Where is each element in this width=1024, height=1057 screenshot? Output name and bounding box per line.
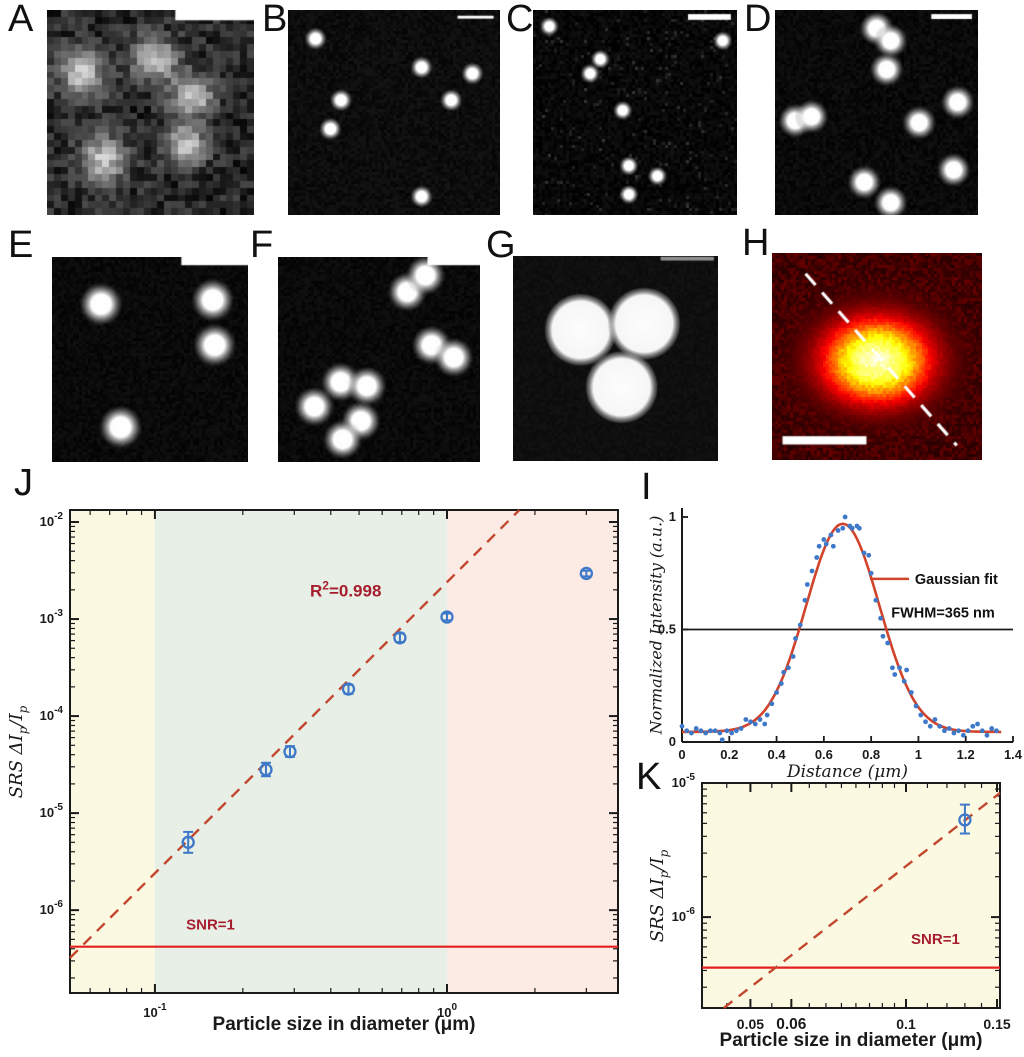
svg-text:1: 1 bbox=[915, 747, 922, 762]
svg-text:0.8: 0.8 bbox=[862, 747, 880, 762]
panel-k-ylabel: SRS ΔIp/Ip bbox=[647, 849, 671, 943]
svg-text:FWHM=365 nm: FWHM=365 nm bbox=[891, 606, 995, 622]
svg-text:SNR=1: SNR=1 bbox=[186, 917, 235, 934]
panel-label-b: B bbox=[262, 0, 288, 40]
panel-f-image bbox=[278, 257, 480, 462]
panel-g-image bbox=[513, 256, 718, 461]
svg-text:10-4: 10-4 bbox=[40, 705, 64, 723]
panel-e-image bbox=[52, 257, 248, 462]
svg-text:0: 0 bbox=[669, 734, 676, 749]
panel-c-image bbox=[533, 10, 737, 215]
svg-text:Gaussian fit: Gaussian fit bbox=[915, 572, 998, 588]
svg-text:10-6: 10-6 bbox=[40, 899, 64, 917]
svg-text:1.4: 1.4 bbox=[1004, 747, 1023, 762]
svg-text:10-6: 10-6 bbox=[672, 906, 696, 924]
svg-text:1: 1 bbox=[669, 509, 676, 524]
panel-label-k: K bbox=[636, 756, 662, 798]
panel-i-xlabel: Distance (μm) bbox=[786, 762, 909, 782]
panel-j-xlabel: Particle size in diameter (μm) bbox=[212, 1014, 476, 1035]
svg-text:10-3: 10-3 bbox=[40, 608, 64, 626]
panel-a-image bbox=[47, 10, 254, 215]
panel-d-image bbox=[775, 10, 978, 215]
svg-text:R2=0.998: R2=0.998 bbox=[310, 579, 381, 601]
svg-text:10-5: 10-5 bbox=[40, 802, 64, 820]
panel-j-ylabel: SRS ΔIp/Ip bbox=[6, 705, 30, 799]
panel-label-e: E bbox=[8, 224, 34, 266]
svg-text:0.2: 0.2 bbox=[720, 747, 738, 762]
panel-label-h: H bbox=[742, 222, 770, 264]
svg-text:0.6: 0.6 bbox=[815, 747, 833, 762]
panel-label-j: J bbox=[14, 462, 33, 504]
panel-label-a: A bbox=[8, 0, 34, 40]
panel-label-i: I bbox=[641, 466, 652, 508]
panel-k-xlabel: Particle size in diameter (μm) bbox=[719, 1030, 983, 1051]
panel-label-f: F bbox=[250, 224, 274, 266]
svg-text:0.4: 0.4 bbox=[768, 747, 787, 762]
panel-label-g: G bbox=[486, 224, 516, 266]
svg-text:1.2: 1.2 bbox=[957, 747, 975, 762]
svg-text:SNR=1: SNR=1 bbox=[911, 931, 960, 948]
panel-label-d: D bbox=[744, 0, 772, 40]
svg-text:10-2: 10-2 bbox=[40, 511, 64, 529]
panel-h-image bbox=[772, 253, 982, 460]
panel-b-image bbox=[288, 10, 500, 215]
panel-label-c: C bbox=[506, 0, 534, 40]
svg-text:0: 0 bbox=[678, 747, 685, 762]
panel-i-ylabel: Normalized Intensity (a.u.) bbox=[646, 515, 666, 735]
